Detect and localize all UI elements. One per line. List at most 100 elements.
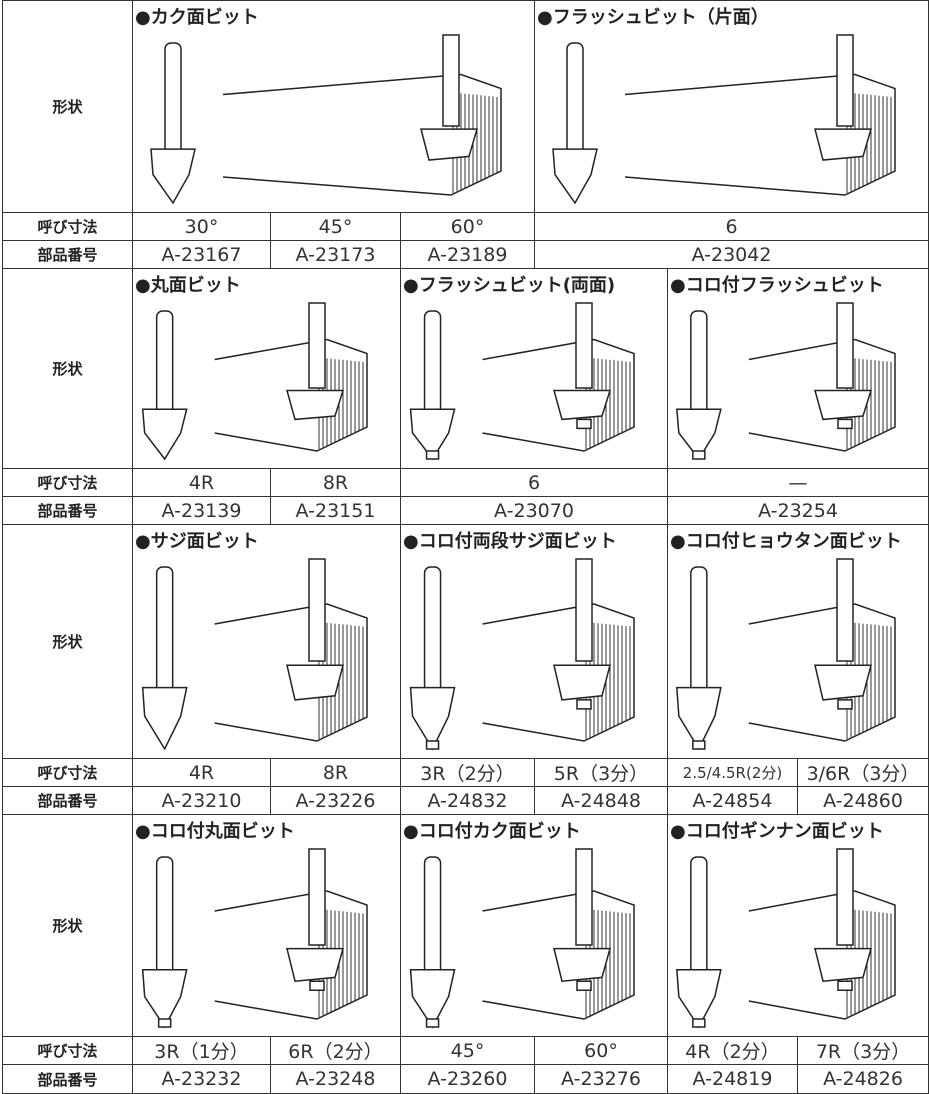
shape-cell: ●コロ付ギンナン面ビット xyxy=(666,814,930,1037)
bit-illustration xyxy=(552,34,896,205)
shape-cell: ●サジ面ビット xyxy=(132,524,401,759)
group-title: ●サジ面ビット xyxy=(135,531,259,552)
group-title: ●丸面ビット xyxy=(135,275,241,296)
drawing-part xyxy=(155,310,174,418)
table-row: 形状 ●サジ面ビット ●コロ付両段サジ面ビット ●コロ付ヒョウタン面ビット xyxy=(2,524,930,759)
size-cell: 4R xyxy=(132,468,271,497)
drawing-part xyxy=(576,980,592,991)
part-number-cell: A-23167 xyxy=(132,240,271,269)
group-title: ●カク面ビット xyxy=(135,7,259,28)
part-number-cell: A-24819 xyxy=(667,1064,798,1094)
drawing-part xyxy=(442,34,460,127)
row-label: 部品番号 xyxy=(2,786,133,815)
row-label: 形状 xyxy=(2,0,133,213)
part-number-cell: A-23173 xyxy=(270,240,401,269)
group-title: ●コロ付ギンナン面ビット xyxy=(670,821,884,842)
group-title: ●コロ付ヒョウタン面ビット xyxy=(670,531,902,552)
drawing-part xyxy=(141,968,188,1029)
group-title: ●コロ付フラッシュビット xyxy=(670,275,884,296)
drawing-part xyxy=(575,302,593,389)
drawing-part xyxy=(141,408,188,461)
row-label: 呼び寸法 xyxy=(2,468,133,497)
bit-illustration xyxy=(676,302,896,461)
drawing-part xyxy=(836,302,854,389)
size-cell: 6 xyxy=(400,468,668,497)
part-number-cell: A-24826 xyxy=(796,1064,930,1094)
drawing-part xyxy=(553,947,611,983)
part-number-cell: A-24860 xyxy=(796,786,930,815)
drawing-part xyxy=(308,848,326,946)
shape-cell: ●コロ付フラッシュビット xyxy=(666,268,930,469)
row-label: 部品番号 xyxy=(2,1064,133,1094)
shape-cell: ●フラッシュビット（片面） xyxy=(533,0,930,213)
drawing-part xyxy=(692,740,706,750)
table-row: 形状 ●コロ付丸面ビット ●コロ付カク面ビット ●コロ付ギンナン面ビット xyxy=(2,814,930,1037)
shape-cell: ●コロ付ヒョウタン面ビット xyxy=(666,524,930,759)
drawing-part xyxy=(814,664,872,701)
size-cell: 5R（3分） xyxy=(534,758,668,787)
group-title: ●フラッシュビット(両面) xyxy=(403,275,616,296)
group-title: ●フラッシュビット（片面） xyxy=(537,7,769,28)
part-number-cell: A-23042 xyxy=(533,240,930,269)
drawing-part xyxy=(420,128,479,161)
drawing-part xyxy=(286,664,344,701)
group-title: ●コロ付丸面ビット xyxy=(135,821,295,842)
shape-cell: ●コロ付丸面ビット xyxy=(132,814,401,1037)
group-title: ●コロ付両段サジ面ビット xyxy=(403,531,617,552)
drawing-part xyxy=(423,566,442,695)
part-number-cell: A-23248 xyxy=(270,1064,401,1094)
size-cell: 2.5/4.5R(2分) xyxy=(667,758,798,787)
table-row: 部品番号 A-23232 A-23248 A-23260 A-23276 A-24819 A… xyxy=(2,1064,930,1094)
drawing-part xyxy=(690,310,708,418)
bit-illustration xyxy=(141,558,368,751)
drawing-part xyxy=(692,450,706,460)
drawing-part xyxy=(308,302,326,389)
drawing-part xyxy=(576,699,592,710)
drawing-part xyxy=(286,389,345,421)
drawing-part xyxy=(676,968,722,1029)
drawing-part xyxy=(690,566,708,695)
drawing-part xyxy=(141,686,188,751)
size-cell: 8R xyxy=(270,468,401,497)
shape-cell: ●丸面ビット xyxy=(132,268,401,469)
part-number-cell: A-23226 xyxy=(270,786,401,815)
drawing-part xyxy=(155,856,174,977)
part-number-cell: A-23232 xyxy=(132,1064,271,1094)
drawing-part xyxy=(814,389,873,421)
drawing-part xyxy=(423,310,442,418)
table-row: 形状 ●丸面ビット ●フラッシュビット(両面) ●コロ付フラッシュビット xyxy=(2,268,930,469)
drawing-part xyxy=(576,418,592,430)
bit-illustration xyxy=(409,848,635,1029)
drawing-part xyxy=(425,1018,440,1028)
drawing-part xyxy=(222,73,502,196)
drawing-part xyxy=(837,699,853,710)
bit-illustration xyxy=(141,302,368,461)
size-cell: 30° xyxy=(132,212,271,241)
size-cell: 60° xyxy=(534,1036,668,1065)
shape-cell: ●カク面ビット xyxy=(132,0,535,213)
size-cell: 6R（2分） xyxy=(270,1036,401,1065)
drawing-part xyxy=(692,1018,706,1028)
size-cell: 45° xyxy=(270,212,401,241)
drawing-part xyxy=(308,558,326,662)
table-row: 呼び寸法 4R 8R 6— xyxy=(2,468,930,497)
drawing-part xyxy=(286,947,344,983)
bit-illustration xyxy=(676,558,896,751)
drawing-part xyxy=(552,148,598,205)
drawing-part xyxy=(690,856,708,977)
part-number-cell: A-23254 xyxy=(666,496,930,525)
part-number-cell: A-23210 xyxy=(132,786,271,815)
drawing-part xyxy=(309,980,325,991)
drawing-part xyxy=(676,686,722,751)
table-row: 呼び寸法 3R（1分） 6R（2分） 45° 60° 4R（2分） 7R（3分） xyxy=(2,1036,930,1065)
bit-illustration xyxy=(409,302,635,461)
drawing-part xyxy=(150,148,196,205)
drawing-part xyxy=(575,848,593,946)
size-cell: 4R xyxy=(132,758,271,787)
drawing-part xyxy=(553,664,611,701)
drawing-part xyxy=(409,686,456,751)
bit-illustration xyxy=(141,848,368,1029)
part-number-cell: A-23139 xyxy=(132,496,271,525)
